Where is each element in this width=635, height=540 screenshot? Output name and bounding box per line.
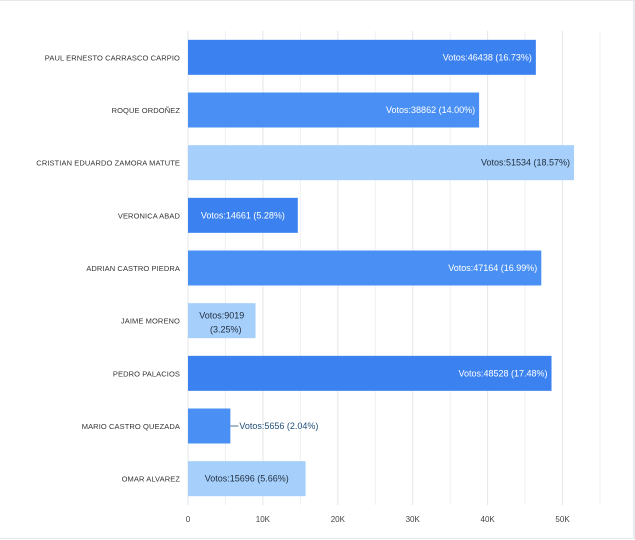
bar[interactable] bbox=[188, 145, 575, 181]
category-label: PEDRO PALACIOS bbox=[113, 369, 180, 378]
category-label: MARIO CASTRO QUEZADA bbox=[82, 422, 180, 431]
category-label: OMAR ALVAREZ bbox=[122, 475, 181, 484]
x-axis-ticks: 0 10K 20K 30K 40K 50K bbox=[186, 515, 571, 524]
x-tick-label: 20K bbox=[331, 515, 346, 524]
x-tick-label: 0 bbox=[186, 515, 191, 524]
data-label: Votos:9019 (3.25%) bbox=[199, 311, 244, 335]
bar[interactable] bbox=[188, 303, 256, 339]
data-label: Votos:38862 (14.00%) bbox=[386, 105, 475, 115]
data-label: Votos:14661 (5.28%) bbox=[201, 210, 285, 220]
bar[interactable] bbox=[188, 461, 306, 497]
x-tick-label: 40K bbox=[481, 515, 496, 524]
frame-edge bbox=[633, 1, 635, 538]
x-tick-label: 10K bbox=[256, 515, 271, 524]
data-label: Votos:51534 (18.57%) bbox=[481, 158, 570, 168]
data-label: Votos:15696 (5.66%) bbox=[205, 474, 289, 484]
bar[interactable] bbox=[188, 197, 298, 233]
x-tick-label: 50K bbox=[555, 515, 570, 524]
category-label: CRISTIAN EDUARDO ZAMORA MATUTE bbox=[36, 159, 180, 168]
bar[interactable] bbox=[188, 39, 536, 75]
bar[interactable] bbox=[188, 250, 542, 286]
data-label: Votos:5656 (2.04%) bbox=[239, 421, 318, 431]
category-label: ROQUE ORDOÑEZ bbox=[112, 106, 181, 115]
category-labels: PAUL ERNESTO CARRASCO CARPIO ROQUE ORDOÑE… bbox=[36, 53, 180, 483]
data-label: Votos:46438 (16.73%) bbox=[443, 52, 532, 62]
category-label: ADRIAN CASTRO PIEDRA bbox=[86, 264, 180, 273]
data-label: Votos:47164 (16.99%) bbox=[448, 263, 537, 273]
bars bbox=[188, 39, 575, 497]
category-label: VERONICA ABAD bbox=[118, 211, 181, 220]
category-label: JAIME MORENO bbox=[121, 317, 180, 326]
data-labels: Votos:46438 (16.73%) Votos:38862 (14.00%)… bbox=[199, 52, 570, 483]
data-label: Votos:48528 (17.48%) bbox=[458, 368, 547, 378]
category-label: PAUL ERNESTO CARRASCO CARPIO bbox=[45, 53, 180, 62]
bar[interactable] bbox=[188, 92, 480, 128]
x-tick-label: 30K bbox=[406, 515, 421, 524]
bar[interactable] bbox=[188, 355, 552, 391]
bar[interactable] bbox=[188, 408, 231, 444]
